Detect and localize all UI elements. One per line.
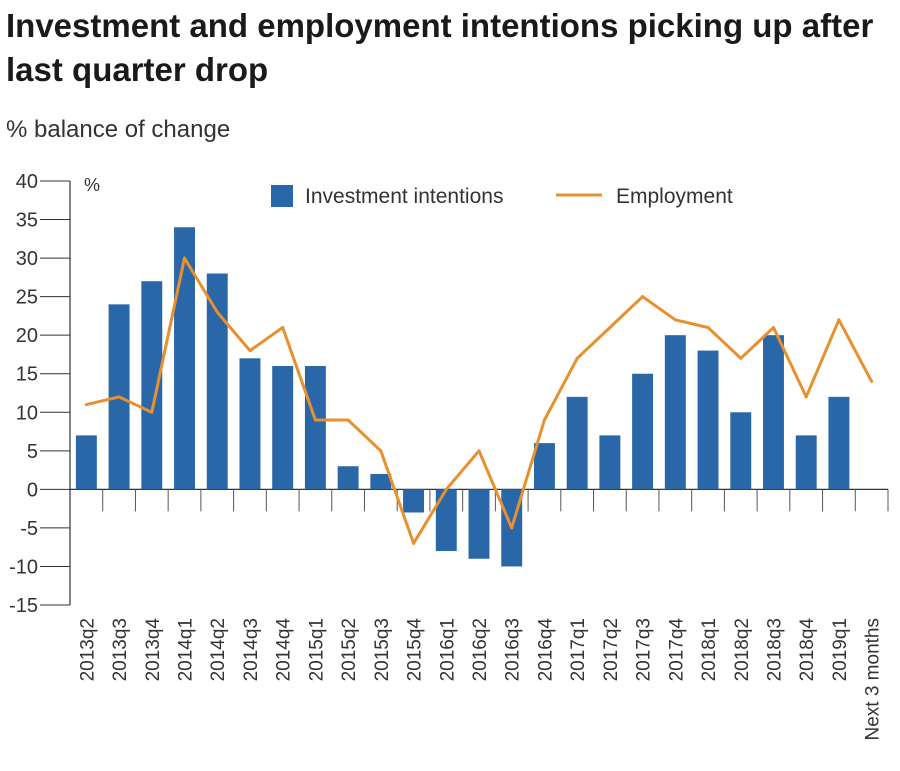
x-tick-label: 2014q2 — [208, 618, 229, 681]
x-tick-label: 2017q3 — [634, 618, 655, 681]
y-tick-label: 25 — [16, 287, 38, 309]
employment-point — [313, 418, 317, 422]
employment-point — [248, 349, 252, 353]
y-unit-label: % — [84, 175, 100, 195]
x-tick-label: 2014q4 — [274, 618, 295, 682]
employment-point — [510, 526, 514, 530]
employment-point — [542, 418, 546, 422]
investment-bar — [566, 396, 588, 490]
x-tick-label: 2017q4 — [666, 618, 687, 682]
x-tick-label: 2018q1 — [699, 618, 720, 681]
x-tick-label: 2016q2 — [470, 618, 491, 681]
x-tick-label: Next 3 months — [863, 618, 884, 741]
employment-point — [150, 410, 154, 414]
employment-point — [444, 487, 448, 491]
employment-point — [84, 403, 88, 407]
axes: 40 35 30 25 20 15 10 5 0 -5 -10 -15 2013q2 2013q3 2013… — [9, 171, 889, 741]
employment-point — [117, 395, 121, 399]
y-tick-label: 40 — [16, 171, 38, 193]
x-tick-label: 2019q1 — [830, 618, 851, 681]
employment-point — [183, 256, 187, 260]
x-tick-label: 2015q3 — [372, 618, 393, 681]
x-tick-label: 2013q2 — [77, 618, 98, 681]
investment-bar — [304, 366, 326, 490]
investment-bar — [632, 373, 654, 490]
investment-bar — [730, 412, 752, 490]
investment-bar — [599, 435, 621, 490]
y-tick-label: 0 — [27, 479, 38, 501]
employment-point — [281, 325, 285, 329]
investment-bar — [435, 489, 457, 552]
x-tick-label: 2015q1 — [306, 618, 327, 681]
investment-bar — [664, 335, 686, 490]
y-tick-label: 30 — [16, 248, 38, 270]
investment-bar — [75, 435, 97, 490]
x-tick-label: 2013q4 — [143, 618, 164, 682]
investment-bar — [272, 366, 294, 490]
x-tick-label: 2017q1 — [568, 618, 589, 681]
investment-bar — [697, 350, 719, 490]
y-tick-label: 5 — [27, 441, 38, 463]
employment-point — [837, 318, 841, 322]
employment-line-layer — [84, 256, 874, 545]
x-tick-label: 2015q4 — [405, 618, 426, 682]
chart-subtitle: % balance of change — [6, 116, 231, 143]
investment-bar — [239, 358, 261, 490]
legend-label-investment: Investment intentions — [305, 185, 503, 208]
investment-bar — [370, 473, 392, 490]
employment-point — [575, 356, 579, 360]
bars — [75, 227, 850, 567]
legend: Investment intentions Employment — [271, 185, 733, 208]
legend-label-employment: Employment — [616, 185, 733, 208]
y-tick-label: 15 — [16, 364, 38, 386]
employment-point — [379, 449, 383, 453]
employment-point — [870, 379, 874, 383]
x-tick-label: 2016q1 — [437, 618, 458, 681]
investment-bar — [206, 273, 228, 490]
employment-point — [641, 295, 645, 299]
investment-bar — [174, 227, 195, 490]
y-tick-label: -10 — [9, 556, 38, 578]
investment-bar — [141, 281, 163, 490]
employment-point — [706, 325, 710, 329]
y-tick-label: -15 — [9, 595, 38, 617]
x-tick-label: 2017q2 — [601, 618, 622, 681]
employment-point — [412, 541, 416, 545]
investment-bar — [533, 443, 555, 490]
x-tick-label: 2015q2 — [339, 618, 360, 681]
x-tick-label: 2018q4 — [797, 618, 818, 682]
x-tick-label: 2018q2 — [732, 618, 753, 681]
employment-point — [346, 418, 350, 422]
investment-bar — [403, 489, 425, 513]
employment-point — [804, 395, 808, 399]
x-tick-label: 2014q3 — [241, 618, 262, 681]
y-tick-label: 10 — [16, 402, 38, 424]
employment-point — [739, 356, 743, 360]
employment-point — [608, 325, 612, 329]
x-tick-label: 2018q3 — [764, 618, 785, 681]
investment-bar — [828, 396, 850, 490]
x-tick-label: 2013q3 — [110, 618, 131, 681]
x-tick-label: 2014q1 — [176, 618, 197, 681]
x-tick-label: 2016q3 — [503, 618, 524, 681]
y-tick-label: 35 — [16, 210, 38, 232]
y-tick-label: 20 — [16, 325, 38, 347]
x-tick-label: 2016q4 — [535, 618, 556, 682]
investment-bar — [468, 489, 490, 559]
employment-point — [477, 449, 481, 453]
investment-bar — [763, 335, 784, 490]
employment-point — [771, 325, 775, 329]
investment-bar — [337, 466, 359, 490]
chart-title: Investment and employment intentions pic… — [6, 7, 874, 88]
legend-swatch-investment — [271, 185, 293, 207]
investment-bar — [795, 435, 817, 490]
employment-point — [215, 310, 219, 314]
y-tick-label: -5 — [20, 518, 38, 540]
employment-point — [673, 318, 677, 322]
